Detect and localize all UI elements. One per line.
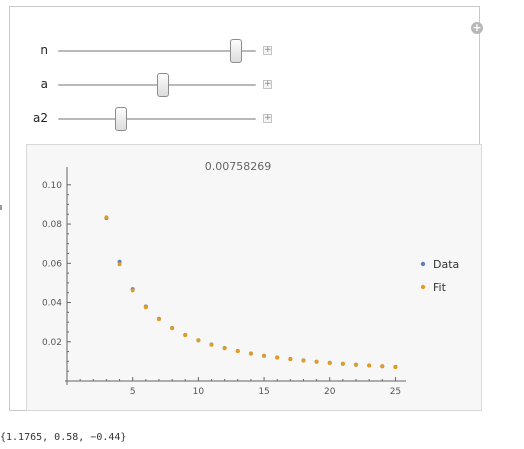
plot-title: 0.00758269 (205, 160, 271, 173)
slider-thumb-a[interactable] (156, 73, 169, 97)
data-point-fit (248, 351, 253, 356)
data-point-fit (301, 358, 306, 363)
data-point-fit (380, 364, 385, 369)
data-point-fit (393, 365, 398, 370)
x-tick-label: 5 (130, 387, 136, 397)
y-tick-label: 0.04 (42, 299, 62, 309)
plot-frame: 0.00758269 5 10 15 20 25 0.02 0.04 0.06 0.08 0.10… (26, 144, 482, 411)
scatter-plot: 0.00758269 5 10 15 20 25 0.02 0.04 0.06 0.08 0.10… (42, 160, 459, 397)
x-tick-label: 15 (258, 387, 269, 397)
data-point-fit (275, 355, 280, 360)
legend-marker-fit (420, 284, 426, 290)
data-point-fit (288, 357, 293, 362)
x-tick-label: 10 (193, 387, 205, 397)
legend-label-data: Data (433, 258, 459, 271)
manipulate-panel: + n + a + a2 + 0.00758269 5 10 15 20 25 0.02 0… (9, 6, 483, 411)
plot-points (104, 215, 398, 370)
slider-label-a2: a2 (33, 111, 48, 125)
data-point-fit (130, 288, 135, 293)
data-point-fit (183, 333, 188, 338)
data-point-fit (367, 363, 372, 368)
expand-plus-icon[interactable]: + (263, 79, 272, 89)
data-point-fit (143, 305, 148, 310)
slider-a: a + (10, 73, 290, 97)
data-point-fit (104, 215, 109, 220)
data-point-fit (209, 342, 214, 347)
data-point-fit (327, 360, 332, 365)
legend-marker-data (420, 261, 426, 267)
slider-thumb-n[interactable] (230, 39, 243, 63)
y-tick-label: 0.08 (42, 220, 62, 230)
data-point-fit (235, 349, 240, 354)
y-tick-label: 0.02 (42, 338, 62, 348)
expand-plus-icon[interactable]: + (263, 45, 272, 55)
data-point-fit (156, 317, 161, 322)
y-tick-label: 0.10 (42, 181, 62, 191)
data-point-fit (196, 338, 201, 343)
plot-legend: Data Fit (420, 258, 459, 294)
y-tick-label: 0.06 (42, 259, 62, 269)
data-point-fit (354, 362, 359, 367)
data-point-fit (117, 262, 122, 267)
slider-thumb-a2[interactable] (115, 107, 128, 131)
slider-a2: a2 + (10, 107, 290, 131)
x-tick-label: 20 (324, 387, 336, 397)
slider-label-a: a (40, 77, 48, 91)
output-result: {1.1765, 0.58, −0.44} (0, 432, 127, 443)
expand-plus-icon[interactable]: + (263, 113, 272, 123)
slider-n: n + (10, 39, 290, 63)
data-point-fit (170, 326, 175, 331)
legend-label-fit: Fit (433, 281, 447, 294)
x-tick-label: 25 (390, 387, 401, 397)
data-point-fit (340, 361, 345, 366)
slider-track-a2[interactable] (58, 118, 256, 120)
slider-label-n: n (40, 43, 48, 57)
data-point-fit (262, 353, 267, 358)
cell-bracket-mark (0, 205, 2, 210)
data-point-fit (314, 359, 319, 364)
data-point-fit (222, 346, 227, 351)
plot-axes: 5 10 15 20 25 0.02 0.04 0.06 0.08 0.10 (42, 167, 406, 397)
slider-track-n[interactable] (58, 50, 256, 52)
add-icon[interactable]: + (471, 21, 483, 34)
